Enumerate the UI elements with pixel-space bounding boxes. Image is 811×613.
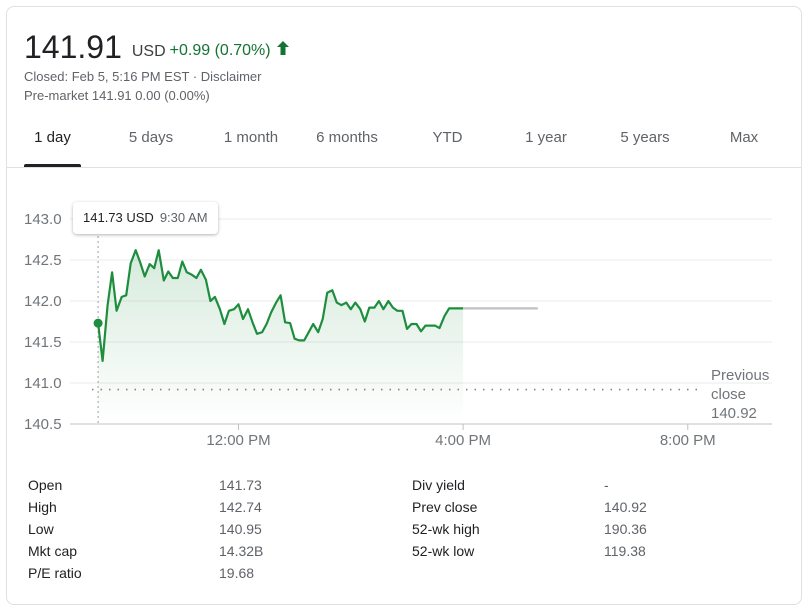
stat-row-high: High 142.74	[28, 496, 263, 518]
tab-ytd[interactable]: YTD	[432, 129, 463, 146]
stat-value: 19.68	[219, 565, 255, 581]
stat-label: High	[28, 499, 57, 515]
tooltip-time: 9:30 AM	[159, 210, 208, 225]
market-status: Closed: Feb 5, 5:16 PM EST · Disclaimer	[24, 69, 261, 84]
stat-value: -	[604, 477, 609, 493]
premarket-info: Pre-market 141.91 0.00 (0.00%)	[24, 88, 210, 103]
stat-label: Div yield	[412, 477, 465, 493]
closed-time: Closed: Feb 5, 5:16 PM EST ·	[24, 69, 198, 84]
previous-close-label-line2: close	[711, 386, 747, 403]
stat-row-low: Low 140.95	[28, 518, 263, 540]
current-price: 141.91	[24, 29, 122, 65]
time-range-tabs: 1 day 5 days 1 month 6 months YTD 1 year…	[6, 118, 802, 168]
tab-max[interactable]: Max	[729, 129, 759, 146]
tab-1-month[interactable]: 1 month	[223, 129, 279, 146]
stat-label: Prev close	[412, 499, 478, 515]
previous-close-label: Previous close 140.92	[711, 366, 791, 423]
stat-label: P/E ratio	[28, 565, 82, 581]
stat-row-div-yield: Div yield -	[412, 474, 647, 496]
stat-label: 52-wk low	[412, 543, 475, 559]
stat-row-pe-ratio: P/E ratio 19.68	[28, 562, 263, 584]
stat-label: 52-wk high	[412, 521, 480, 537]
stat-row-52wk-high: 52-wk high 190.36	[412, 518, 647, 540]
tab-1-day[interactable]: 1 day	[24, 118, 81, 167]
tab-5-years[interactable]: 5 years	[620, 129, 670, 146]
stat-value: 14.32B	[219, 543, 264, 559]
stats-table-right: Div yield - Prev close 140.92 52-wk high 19…	[412, 474, 647, 562]
stat-value: 142.74	[219, 499, 262, 515]
chart-tooltip: 141.73 USD 9:30 AM	[73, 202, 218, 234]
price-change-value: +0.99 (0.70%)	[169, 42, 271, 59]
price-change: +0.99 (0.70%)	[170, 40, 290, 64]
tab-5-days[interactable]: 5 days	[128, 129, 174, 146]
previous-close-label-line1: Previous	[711, 367, 770, 384]
tooltip-price: 141.73 USD	[83, 210, 154, 225]
disclaimer-link[interactable]: Disclaimer	[200, 69, 262, 84]
stat-row-52wk-low: 52-wk low 119.38	[412, 540, 647, 562]
stat-value: 190.36	[604, 521, 647, 537]
stat-value: 140.95	[219, 521, 262, 537]
previous-close-label-value: 140.92	[711, 405, 757, 422]
stat-value: 119.38	[604, 543, 646, 559]
stat-label: Mkt cap	[28, 543, 78, 559]
stat-row-prev-close: Prev close 140.92	[412, 496, 647, 518]
stat-value: 141.73	[219, 477, 262, 493]
stat-row-open: Open 141.73	[28, 474, 263, 496]
stat-label: Open	[28, 477, 63, 493]
price-header: 141.91 USD +0.99 (0.70%)	[24, 30, 290, 64]
stat-row-mkt-cap: Mkt cap 14.32B	[28, 540, 263, 562]
arrow-up-icon	[276, 40, 290, 62]
tab-6-months[interactable]: 6 months	[316, 129, 378, 146]
tab-1-year[interactable]: 1 year	[525, 129, 567, 146]
stat-label: Low	[28, 521, 54, 537]
currency-label: USD	[131, 43, 166, 60]
stat-value: 140.92	[604, 499, 647, 515]
stats-table-left: Open 141.73 High 142.74 Low 140.95 Mkt cap 1…	[28, 474, 263, 584]
